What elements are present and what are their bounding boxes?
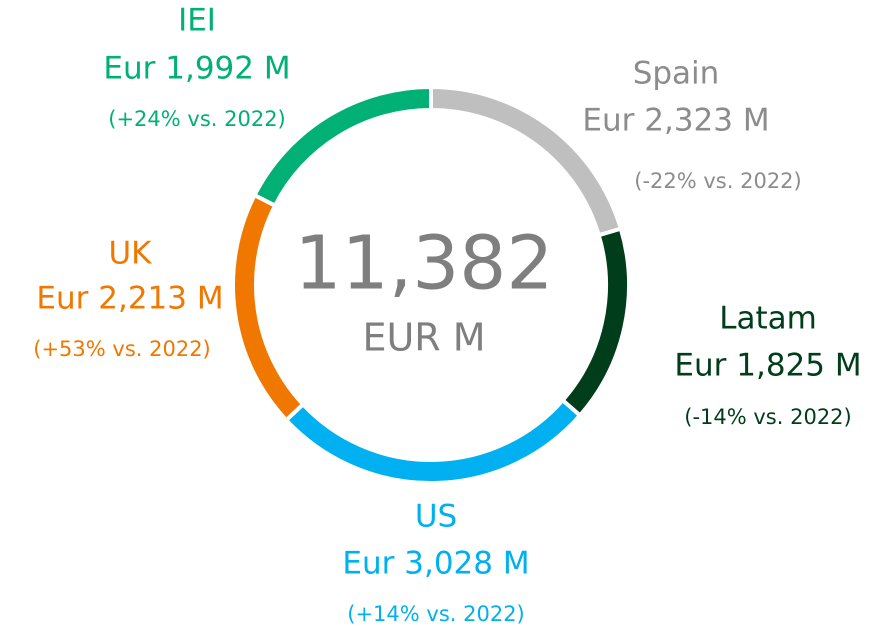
center-unit: EUR M: [362, 316, 485, 360]
segment-name: US: [415, 499, 457, 535]
donut-segment: [559, 226, 631, 419]
donut-segment: [283, 397, 583, 485]
segment-value-label: Eur 1,992 M: [103, 51, 290, 87]
segment-change: (+24% vs. 2022): [108, 107, 286, 131]
segment-value-label: Eur 2,323 M: [582, 103, 769, 139]
center-value: 11,382: [295, 221, 554, 307]
segment-value-label: Eur 1,825 M: [674, 348, 861, 384]
segment-name: Spain: [633, 56, 720, 92]
donut-segment: [251, 84, 433, 209]
segment-change: (+53% vs. 2022): [33, 337, 211, 361]
segment-change: (+14% vs. 2022): [347, 602, 525, 626]
segment-change: (-14% vs. 2022): [684, 405, 851, 429]
segment-value-label: Eur 2,213 M: [36, 281, 223, 317]
segment-value-label: Eur 3,028 M: [342, 546, 529, 582]
segment-change: (-22% vs. 2022): [634, 169, 801, 193]
donut-segment: [231, 192, 306, 423]
segment-name: UK: [108, 236, 152, 272]
segment-name: Latam: [719, 301, 817, 337]
segment-name: IEI: [178, 3, 216, 39]
